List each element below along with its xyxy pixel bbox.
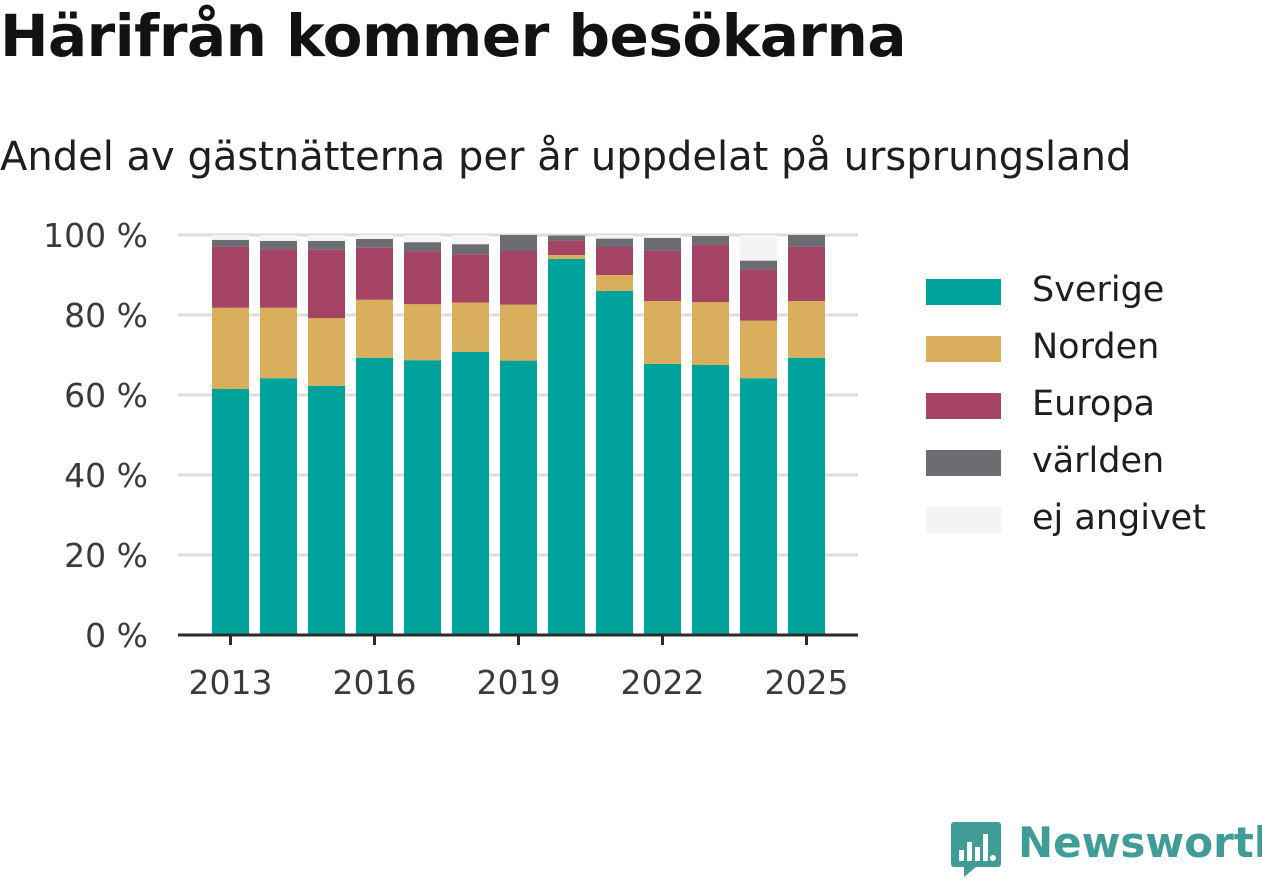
y-tick-label: 60 %	[64, 376, 148, 415]
x-tick-label: 2019	[477, 663, 561, 702]
bar-v-rlden-2025	[788, 235, 825, 247]
bar-europa-2019	[500, 251, 537, 305]
y-tick-label: 80 %	[64, 296, 148, 335]
bar-norden-2016	[356, 299, 393, 358]
bar-ej-angivet-2024	[740, 235, 777, 261]
bar-ej-angivet-2014	[260, 235, 297, 241]
y-tick-label: 100 %	[43, 216, 148, 255]
bar-v-rlden-2018	[452, 244, 489, 255]
bar-europa-2021	[596, 247, 633, 275]
bar-norden-2023	[692, 302, 729, 365]
y-tick-label: 40 %	[64, 456, 148, 495]
x-tick-label: 2022	[621, 663, 705, 702]
bar-sverige-2019	[500, 360, 537, 635]
bar-europa-2014	[260, 249, 297, 308]
bar-sverige-2023	[692, 365, 729, 635]
legend-label: Norden	[1032, 327, 1160, 367]
bar-v-rlden-2013	[212, 239, 249, 247]
legend-swatch	[926, 393, 1001, 419]
legend-label: världen	[1032, 441, 1165, 481]
bar-norden-2021	[596, 275, 633, 291]
chart-subtitle: Andel av gästnätterna per år uppdelat på…	[0, 134, 1132, 180]
bar-sverige-2020	[548, 259, 585, 635]
bar-norden-2017	[404, 304, 441, 361]
bar-sverige-2024	[740, 378, 777, 635]
bar-sverige-2013	[212, 389, 249, 635]
legend-swatch	[926, 336, 1001, 362]
bar-sverige-2018	[452, 351, 489, 635]
bar-ej-angivet-2023	[692, 235, 729, 236]
bar-sverige-2025	[788, 357, 825, 635]
bar-norden-2022	[644, 301, 681, 364]
bar-europa-2017	[404, 251, 441, 305]
bar-v-rlden-2019	[500, 235, 537, 251]
bar-europa-2022	[644, 250, 681, 301]
bar-v-rlden-2022	[644, 237, 681, 251]
bar-norden-2024	[740, 320, 777, 379]
x-tick-label: 2016	[333, 663, 417, 702]
bar-europa-2015	[308, 249, 345, 319]
bar-europa-2025	[788, 246, 825, 301]
bar-sverige-2021	[596, 291, 633, 635]
legend-swatch	[926, 450, 1001, 476]
y-tick-label: 20 %	[64, 536, 148, 575]
bar-v-rlden-2020	[548, 235, 585, 241]
bar-europa-2024	[740, 269, 777, 321]
bar-v-rlden-2016	[356, 239, 393, 248]
bar-ej-angivet-2017	[404, 235, 441, 243]
legend-swatch	[926, 507, 1001, 533]
bar-v-rlden-2014	[260, 241, 297, 250]
bar-norden-2020	[548, 255, 585, 259]
legend-swatch	[926, 279, 1001, 305]
bar-ej-angivet-2018	[452, 235, 489, 245]
bar-norden-2018	[452, 302, 489, 352]
bar-sverige-2017	[404, 360, 441, 635]
bar-norden-2013	[212, 307, 249, 389]
x-tick-label: 2013	[189, 663, 273, 702]
bar-europa-2023	[692, 244, 729, 303]
bar-ej-angivet-2021	[596, 235, 633, 239]
legend-label: Sverige	[1032, 270, 1165, 310]
bar-norden-2014	[260, 307, 297, 379]
bar-ej-angivet-2013	[212, 235, 249, 240]
bar-sverige-2016	[356, 357, 393, 635]
bar-v-rlden-2021	[596, 238, 633, 247]
bar-v-rlden-2024	[740, 260, 777, 270]
bar-sverige-2022	[644, 363, 681, 635]
bar-v-rlden-2023	[692, 235, 729, 245]
bar-europa-2020	[548, 240, 585, 255]
bar-norden-2019	[500, 304, 537, 361]
bar-ej-angivet-2016	[356, 235, 393, 239]
bar-europa-2016	[356, 247, 393, 300]
brand-name: Newsworthy	[1018, 818, 1262, 867]
bar-norden-2025	[788, 301, 825, 358]
y-tick-label: 0 %	[85, 616, 148, 655]
chart-title: Härifrån kommer besökarna	[0, 2, 906, 70]
bar-europa-2013	[212, 246, 249, 308]
bar-europa-2018	[452, 254, 489, 303]
bar-ej-angivet-2022	[644, 235, 681, 238]
newsworthy-logo-icon	[951, 822, 1001, 877]
bar-v-rlden-2017	[404, 242, 441, 252]
bar-norden-2015	[308, 318, 345, 386]
bar-sverige-2015	[308, 385, 345, 635]
bar-sverige-2014	[260, 378, 297, 635]
stacked-bar-chart: 0 % 20 % 40 % 60 % 80 % 100 % 2013 2016 2019 2022…	[43, 216, 858, 702]
x-tick-label: 2025	[765, 663, 849, 702]
legend-label: Europa	[1032, 384, 1155, 424]
legend-label: ej angivet	[1032, 498, 1206, 538]
bar-ej-angivet-2015	[308, 235, 345, 241]
bar-v-rlden-2015	[308, 241, 345, 250]
